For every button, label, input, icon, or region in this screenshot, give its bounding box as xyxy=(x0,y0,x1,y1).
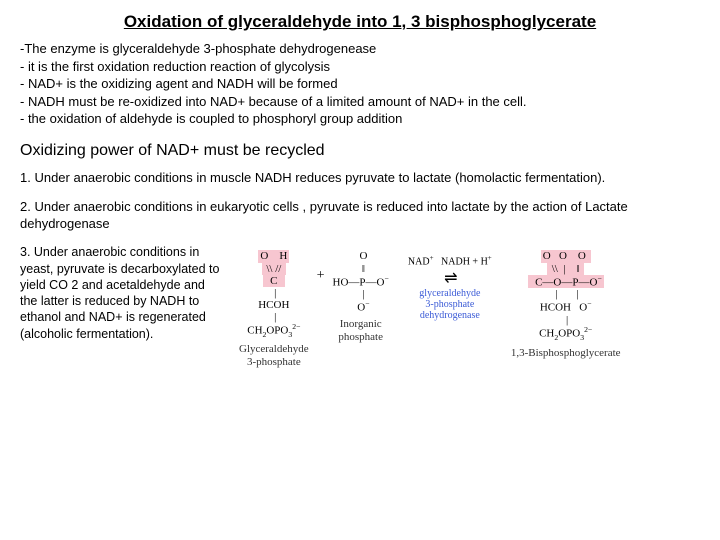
bullet-list: -The enzyme is glyceraldehyde 3-phosphat… xyxy=(20,40,700,128)
structure: O ‖ HO—P—O− | O− xyxy=(333,250,389,314)
reactant-2-label: Inorganicphosphate xyxy=(333,318,389,344)
page-title: Oxidation of glyceraldehyde into 1, 3 bi… xyxy=(20,12,700,32)
reactant-1-label: Glyceraldehyde3-phosphate xyxy=(239,343,309,369)
bullet-item: -The enzyme is glyceraldehyde 3-phosphat… xyxy=(20,40,700,58)
subheading: Oxidizing power of NAD+ must be recycled xyxy=(20,142,700,160)
cofactors: NAD+ NADH + H+ xyxy=(395,254,505,267)
structure: O H \\ // C | HCOH | CH2OPO32− xyxy=(239,250,309,339)
product-label: 1,3-Bisphosphoglycerate xyxy=(511,347,621,360)
paragraph-1: 1. Under anaerobic conditions in muscle … xyxy=(20,170,700,187)
bullet-item: - it is the first oxidation reduction re… xyxy=(20,58,700,76)
enzyme-label: glyceraldehyde3-phosphatedehydrogenase xyxy=(395,288,505,321)
bullet-item: - the oxidation of aldehyde is coupled t… xyxy=(20,110,700,128)
reactant-1: O H \\ // C | HCOH | CH2OPO32− Glycerald… xyxy=(239,250,309,369)
reaction-diagram: O H \\ // C | HCOH | CH2OPO32− Glycerald… xyxy=(239,244,700,369)
double-arrow-icon: ⇌ xyxy=(395,268,505,288)
bullet-item: - NADH must be re-oxidized into NAD+ bec… xyxy=(20,93,700,111)
structure: O O O \\ | ‖ C—O—P—O− | | HCOH O− | CH2O… xyxy=(511,250,621,342)
reaction-arrow: NAD+ NADH + H+ ⇌ glyceraldehyde3-phospha… xyxy=(395,250,505,320)
bullet-item: - NAD+ is the oxidizing agent and NADH w… xyxy=(20,75,700,93)
product: O O O \\ | ‖ C—O—P—O− | | HCOH O− | CH2O… xyxy=(511,250,621,359)
plus-icon: + xyxy=(315,250,327,284)
reactant-2: O ‖ HO—P—O− | O− Inorganicphosphate xyxy=(333,250,389,344)
paragraph-3: 3. Under anaerobic conditions in yeast, … xyxy=(20,244,225,369)
paragraph-2: 2. Under anaerobic conditions in eukaryo… xyxy=(20,199,700,233)
row-3: 3. Under anaerobic conditions in yeast, … xyxy=(20,244,700,369)
